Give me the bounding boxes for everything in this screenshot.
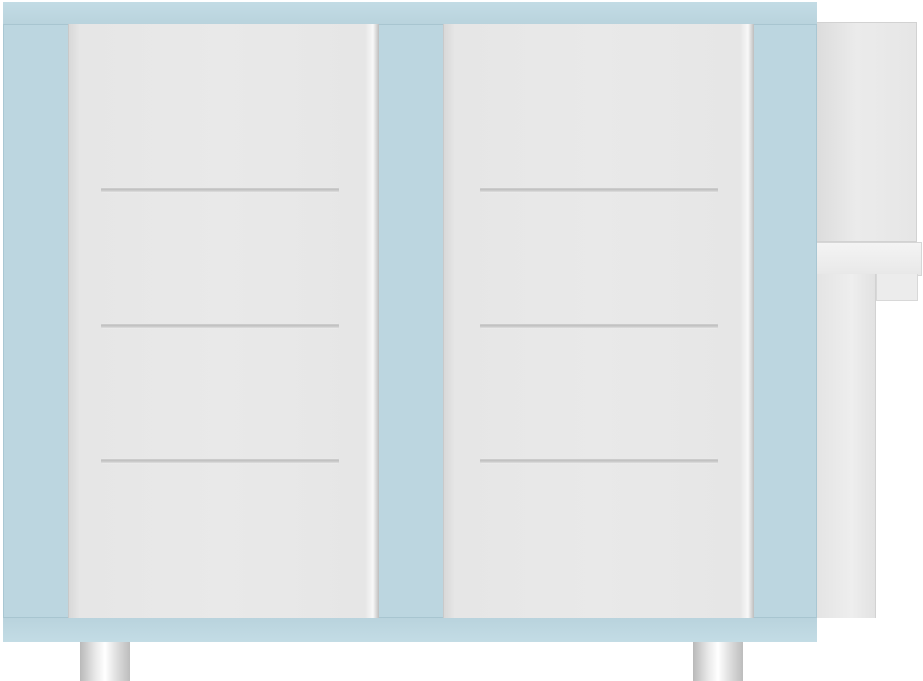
side-unit-bracket — [876, 274, 918, 301]
side-unit-lower — [817, 274, 876, 618]
left-door-shelf-1 — [101, 187, 339, 193]
side-unit-upper — [817, 22, 917, 242]
cabinet-frame — [3, 2, 817, 642]
right-door-shelf-3 — [480, 458, 718, 464]
right-door-shelf-1 — [480, 187, 718, 193]
left-leg — [80, 642, 130, 681]
left-door-shelf-3 — [101, 458, 339, 464]
right-door[interactable] — [443, 24, 754, 618]
side-unit-ledge — [817, 242, 922, 276]
left-door-shelf-2 — [101, 323, 339, 329]
cabinet-bottom-band — [3, 617, 817, 642]
right-door-shelf-2 — [480, 323, 718, 329]
cabinet-top-band — [3, 2, 817, 25]
left-door[interactable] — [68, 24, 379, 618]
right-leg — [693, 642, 743, 681]
